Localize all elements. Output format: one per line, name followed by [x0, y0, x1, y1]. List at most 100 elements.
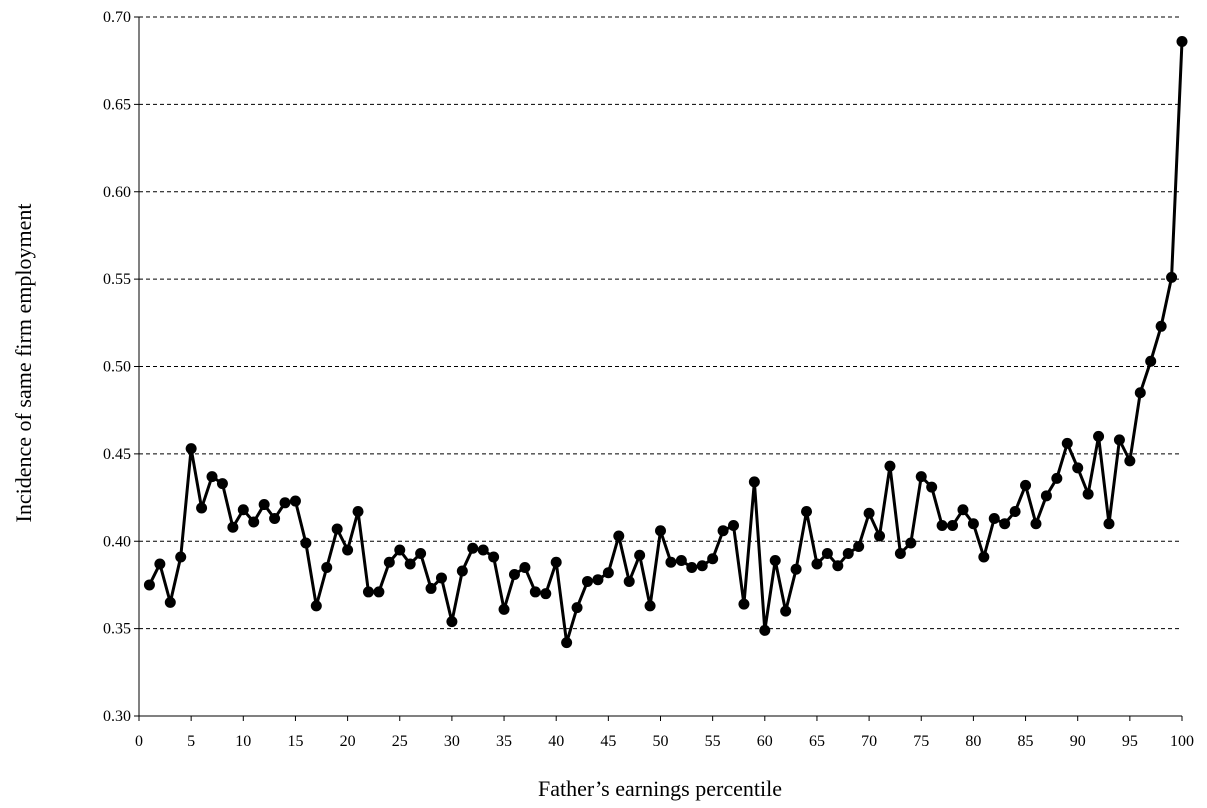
data-point	[362, 586, 374, 598]
data-point	[529, 586, 541, 598]
x-tick-label: 85	[1018, 733, 1034, 750]
data-point	[1113, 434, 1125, 446]
data-point	[143, 579, 155, 591]
data-point	[957, 504, 969, 516]
x-tick-label: 50	[653, 733, 669, 750]
x-tick-label: 15	[287, 733, 303, 750]
data-point	[811, 558, 823, 570]
x-tick-label: 20	[340, 733, 356, 750]
data-point	[675, 554, 687, 566]
data-point	[853, 540, 865, 552]
data-point	[258, 499, 270, 511]
data-point	[279, 497, 291, 509]
data-point	[394, 544, 406, 556]
x-axis-title: Father’s earnings percentile	[538, 776, 782, 801]
data-point	[926, 481, 938, 493]
x-tick-label: 75	[913, 733, 929, 750]
data-point	[550, 556, 562, 568]
data-point	[665, 556, 677, 568]
data-point	[508, 568, 520, 580]
data-point	[769, 554, 781, 566]
data-point	[884, 460, 896, 472]
data-point	[1176, 35, 1188, 47]
data-point	[801, 506, 813, 518]
data-point	[342, 544, 354, 556]
data-point	[561, 637, 573, 649]
x-tick-label: 65	[809, 733, 825, 750]
data-point	[947, 520, 959, 532]
data-point	[988, 513, 1000, 525]
data-point	[477, 544, 489, 556]
data-point	[206, 471, 218, 483]
data-point	[300, 537, 312, 549]
data-point	[967, 518, 979, 530]
data-point	[415, 547, 427, 559]
data-point	[196, 502, 208, 514]
y-tick-labels: 0.30 0.35 0.40 0.45 0.50 0.55 0.60 0.65 0.70	[103, 9, 131, 725]
data-point	[1030, 518, 1042, 530]
y-axis-title: Incidence of same firm employment	[11, 204, 36, 523]
data-point	[999, 518, 1011, 530]
data-point	[905, 537, 917, 549]
data-point	[321, 561, 333, 573]
y-tick-label: 0.45	[103, 446, 131, 463]
data-point	[602, 567, 614, 579]
y-tick-label: 0.60	[103, 184, 131, 201]
x-tick-label: 90	[1070, 733, 1086, 750]
data-point	[446, 616, 458, 628]
data-point	[216, 478, 228, 490]
data-point	[571, 602, 583, 614]
y-tick-label: 0.40	[103, 533, 131, 550]
data-point	[655, 525, 666, 537]
data-point	[352, 506, 364, 518]
data-point	[488, 551, 500, 563]
x-tick-label: 70	[861, 733, 877, 750]
data-point	[519, 561, 531, 573]
x-tick-label: 95	[1122, 733, 1138, 750]
data-point	[644, 600, 656, 612]
data-point	[540, 588, 552, 600]
data-point	[1166, 271, 1178, 283]
data-point	[1145, 355, 1157, 367]
data-point	[696, 560, 708, 572]
data-point	[1051, 472, 1063, 484]
data-point	[623, 575, 635, 587]
data-point	[894, 547, 906, 559]
data-point	[1103, 518, 1115, 530]
data-point	[728, 520, 740, 532]
data-point	[780, 605, 792, 617]
data-point	[175, 551, 187, 563]
data-point	[310, 600, 322, 612]
series-line	[148, 41, 1184, 645]
data-point	[154, 558, 166, 570]
x-tick-label: 100	[1170, 733, 1194, 750]
data-point	[832, 560, 844, 572]
data-point	[707, 553, 719, 565]
series-group	[143, 35, 1188, 649]
data-point	[634, 549, 646, 561]
y-tick-label: 0.35	[103, 621, 131, 638]
data-point	[1134, 387, 1146, 399]
x-tick-labels: 0 5 10 15 20 25 30 35 40 45 50 55 60 65 70 75 80 85 90 95 10…	[135, 733, 1194, 750]
data-point	[738, 598, 750, 610]
data-point	[498, 603, 510, 615]
data-point	[936, 520, 948, 532]
data-point	[331, 523, 343, 535]
data-point	[1072, 462, 1084, 474]
data-point	[425, 582, 437, 594]
data-point	[435, 572, 447, 584]
data-point	[581, 575, 593, 587]
data-point	[227, 521, 239, 533]
data-point	[248, 516, 260, 528]
data-point	[790, 563, 802, 575]
data-point	[748, 476, 760, 488]
x-tick-label: 55	[705, 733, 721, 750]
data-point	[373, 586, 385, 598]
x-tick-label: 80	[965, 733, 981, 750]
data-point	[237, 504, 249, 516]
data-point	[915, 471, 927, 483]
data-point	[383, 556, 395, 568]
data-point	[185, 443, 197, 455]
data-point	[1040, 490, 1052, 502]
y-tick-label: 0.55	[103, 271, 131, 288]
